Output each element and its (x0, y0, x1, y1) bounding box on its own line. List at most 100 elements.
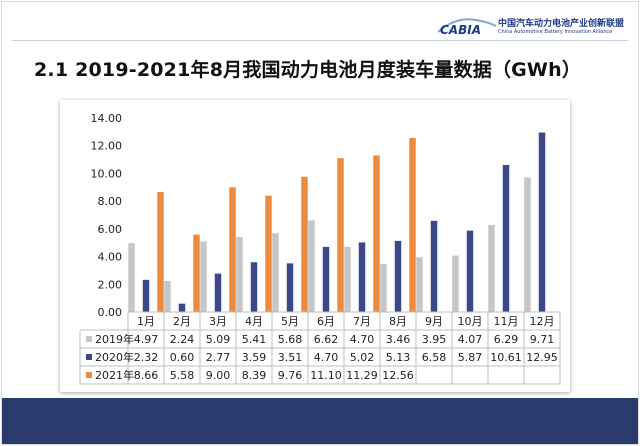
legend-label: 2020年 (95, 350, 134, 364)
x-category-label: 6月 (317, 315, 335, 328)
data-cell: 6.29 (494, 333, 519, 346)
bar-2020年-1月 (142, 279, 150, 312)
data-cell: 5.09 (206, 333, 231, 346)
data-cell: 0.60 (170, 351, 195, 364)
x-category-label: 1月 (137, 315, 155, 328)
y-tick-label: 6.00 (98, 223, 123, 236)
data-cell: 10.61 (490, 351, 522, 364)
data-cell: 6.58 (422, 351, 447, 364)
x-category-label: 11月 (494, 315, 519, 328)
bar-2019年-12月 (524, 177, 531, 312)
x-category-label: 7月 (353, 315, 371, 328)
bar-2019年-2月 (164, 280, 171, 312)
data-cell: 5.41 (242, 333, 267, 346)
y-tick-label: 8.00 (98, 195, 123, 208)
bar-2019年-10月 (452, 255, 459, 312)
bar-2020年-7月 (358, 242, 366, 312)
header-divider (12, 40, 628, 41)
bar-2019年-7月 (344, 246, 351, 312)
data-cell: 5.58 (170, 369, 195, 382)
legend-swatch-2021年 (86, 372, 92, 378)
cabia-logo: CABIA 中国汽车动力电池产业创新联盟 China Automotive Ba… (432, 12, 640, 42)
x-category-label: 8月 (389, 315, 407, 328)
data-cell: 4.70 (350, 333, 375, 346)
data-cell: 5.87 (458, 351, 483, 364)
bar-2020年-10月 (466, 230, 474, 312)
data-cell: 6.62 (314, 333, 339, 346)
slide-title: 2.1 2019-2021年8月我国动力电池月度装车量数据（GWh） (34, 59, 582, 81)
data-cell: 4.97 (134, 333, 159, 346)
y-tick-label: 0.00 (98, 306, 123, 319)
cabia-logo-icon: CABIA (437, 18, 497, 37)
data-cell: 2.77 (206, 351, 231, 364)
y-tick-label: 10.00 (91, 167, 123, 180)
bar-2019年-6月 (308, 220, 315, 312)
data-cell: 3.95 (422, 333, 447, 346)
bar-2019年-1月 (128, 243, 135, 312)
bar-2020年-2月 (178, 303, 186, 312)
bar-2020年-3月 (214, 273, 222, 312)
data-cell: 5.13 (386, 351, 411, 364)
legend-label: 2019年 (95, 332, 134, 346)
bar-chart: 0.00 2.00 4.00 6.00 8.00 10.00 12.00 14.00 1月 2月 3… (79, 112, 561, 385)
x-category-label: 9月 (425, 315, 443, 328)
bar-2021年-1月 (157, 191, 164, 312)
data-cell: 12.95 (526, 351, 558, 364)
data-cell: 5.68 (278, 333, 303, 346)
data-cell: 3.59 (242, 351, 267, 364)
bar-2020年-6月 (322, 246, 330, 312)
org-name-en: China Automotive Battery Innovation Alli… (498, 29, 613, 35)
chart-panel: 0.00 2.00 4.00 6.00 8.00 10.00 12.00 14.00 1月 2月 3… (60, 100, 570, 392)
bar-2020年-11月 (502, 164, 510, 312)
data-cell: 11.29 (346, 369, 378, 382)
bar-2020年-9月 (430, 220, 438, 312)
x-category-label: 12月 (530, 315, 555, 328)
legend-swatch-2019年 (86, 336, 92, 342)
data-cell: 4.70 (314, 351, 339, 364)
y-tick-label: 2.00 (98, 278, 123, 291)
y-tick-label: 4.00 (98, 251, 123, 264)
bar-2019年-11月 (488, 224, 495, 312)
bar-2019年-5月 (272, 233, 279, 312)
x-category-label: 10月 (458, 315, 483, 328)
bar-2021年-7月 (373, 155, 380, 312)
footer-band (2, 398, 638, 444)
bar-2021年-6月 (337, 158, 344, 312)
x-category-label: 4月 (245, 315, 263, 328)
bar-2021年-3月 (229, 187, 236, 312)
logo-text: CABIA (440, 23, 481, 37)
bar-2020年-5月 (286, 263, 294, 312)
data-cell: 9.71 (530, 333, 555, 346)
bar-2019年-4月 (236, 237, 243, 312)
bar-2020年-4月 (250, 262, 258, 312)
bar-2019年-8月 (380, 264, 387, 312)
org-name-cn: 中国汽车动力电池产业创新联盟 (498, 19, 625, 29)
data-cell: 2.24 (170, 333, 195, 346)
bar-2020年-12月 (538, 132, 546, 312)
y-tick-label: 14.00 (91, 112, 123, 125)
y-tick-label: 12.00 (91, 140, 123, 153)
legend-swatch-2020年 (86, 354, 92, 360)
legend-label: 2021年 (95, 368, 134, 382)
data-cell: 9.00 (206, 369, 231, 382)
bar-2021年-4月 (265, 195, 272, 312)
bar-2020年-8月 (394, 240, 402, 312)
x-category-label: 5月 (281, 315, 299, 328)
bar-2019年-9月 (416, 257, 423, 312)
data-cell: 3.51 (278, 351, 303, 364)
bar-2019年-3月 (200, 241, 207, 312)
data-cell: 8.39 (242, 369, 267, 382)
bar-2021年-2月 (193, 234, 200, 312)
data-cell: 2.32 (134, 351, 159, 364)
data-cell: 11.10 (310, 369, 342, 382)
bar-2021年-8月 (409, 137, 416, 312)
x-category-label: 2月 (173, 315, 191, 328)
data-cell: 12.56 (382, 369, 414, 382)
data-cell: 4.07 (458, 333, 483, 346)
data-cell: 3.46 (386, 333, 411, 346)
x-category-label: 3月 (209, 315, 227, 328)
data-cell: 9.76 (278, 369, 303, 382)
bar-2021年-5月 (301, 176, 308, 312)
data-cell: 5.02 (350, 351, 375, 364)
data-cell: 8.66 (134, 369, 159, 382)
